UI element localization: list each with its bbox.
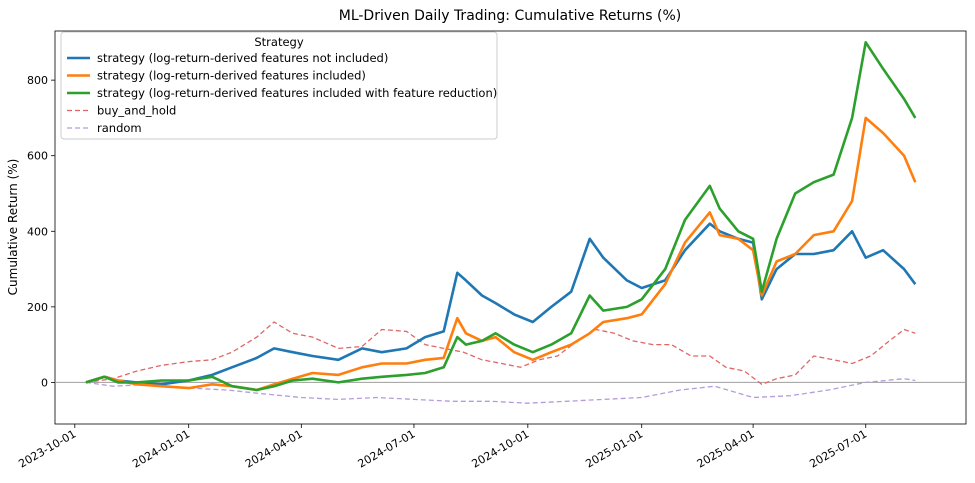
legend-label-2: strategy (log-return-derived features in… — [97, 69, 366, 83]
legend-label-3: strategy (log-return-derived features in… — [97, 86, 497, 100]
x-tick-label: 2025-01-01 — [583, 427, 645, 470]
x-axis: 2023-10-01 2024-01-01 2024-04-01 2024-07-01… — [16, 424, 869, 471]
legend-box — [60, 31, 498, 140]
chart-title: ML-Driven Daily Trading: Cumulative Retu… — [339, 8, 682, 24]
x-tick-label: 2024-04-01 — [243, 427, 305, 470]
legend-label-4: buy_and_hold — [97, 104, 176, 118]
legend-title: Strategy — [254, 35, 303, 49]
legend: Strategy strategy (log-return-derived fe… — [60, 31, 498, 140]
x-tick-label: 2025-07-01 — [807, 427, 869, 470]
series-line-1 — [85, 222, 917, 386]
y-axis-label: Cumulative Return (%) — [6, 159, 20, 296]
x-tick-label: 2024-07-01 — [356, 427, 418, 470]
legend-label-5: random — [97, 121, 142, 135]
series-line-3 — [85, 41, 917, 392]
x-tick-label: 2025-04-01 — [695, 427, 757, 470]
y-tick-label: 600 — [27, 150, 48, 163]
series-line-5 — [85, 378, 916, 404]
series-layer — [85, 41, 917, 404]
y-axis: 0 200 400 600 800 — [27, 74, 55, 389]
series-line-4 — [85, 321, 916, 385]
x-tick-label: 2024-10-01 — [469, 427, 531, 470]
y-tick-label: 0 — [41, 376, 48, 389]
y-tick-label: 200 — [27, 301, 48, 314]
y-tick-label: 800 — [27, 74, 48, 87]
x-tick-label: 2024-01-01 — [130, 427, 192, 470]
y-tick-label: 400 — [27, 225, 48, 238]
legend-label-1: strategy (log-return-derived features no… — [97, 51, 388, 65]
x-tick-label: 2023-10-01 — [16, 427, 78, 470]
